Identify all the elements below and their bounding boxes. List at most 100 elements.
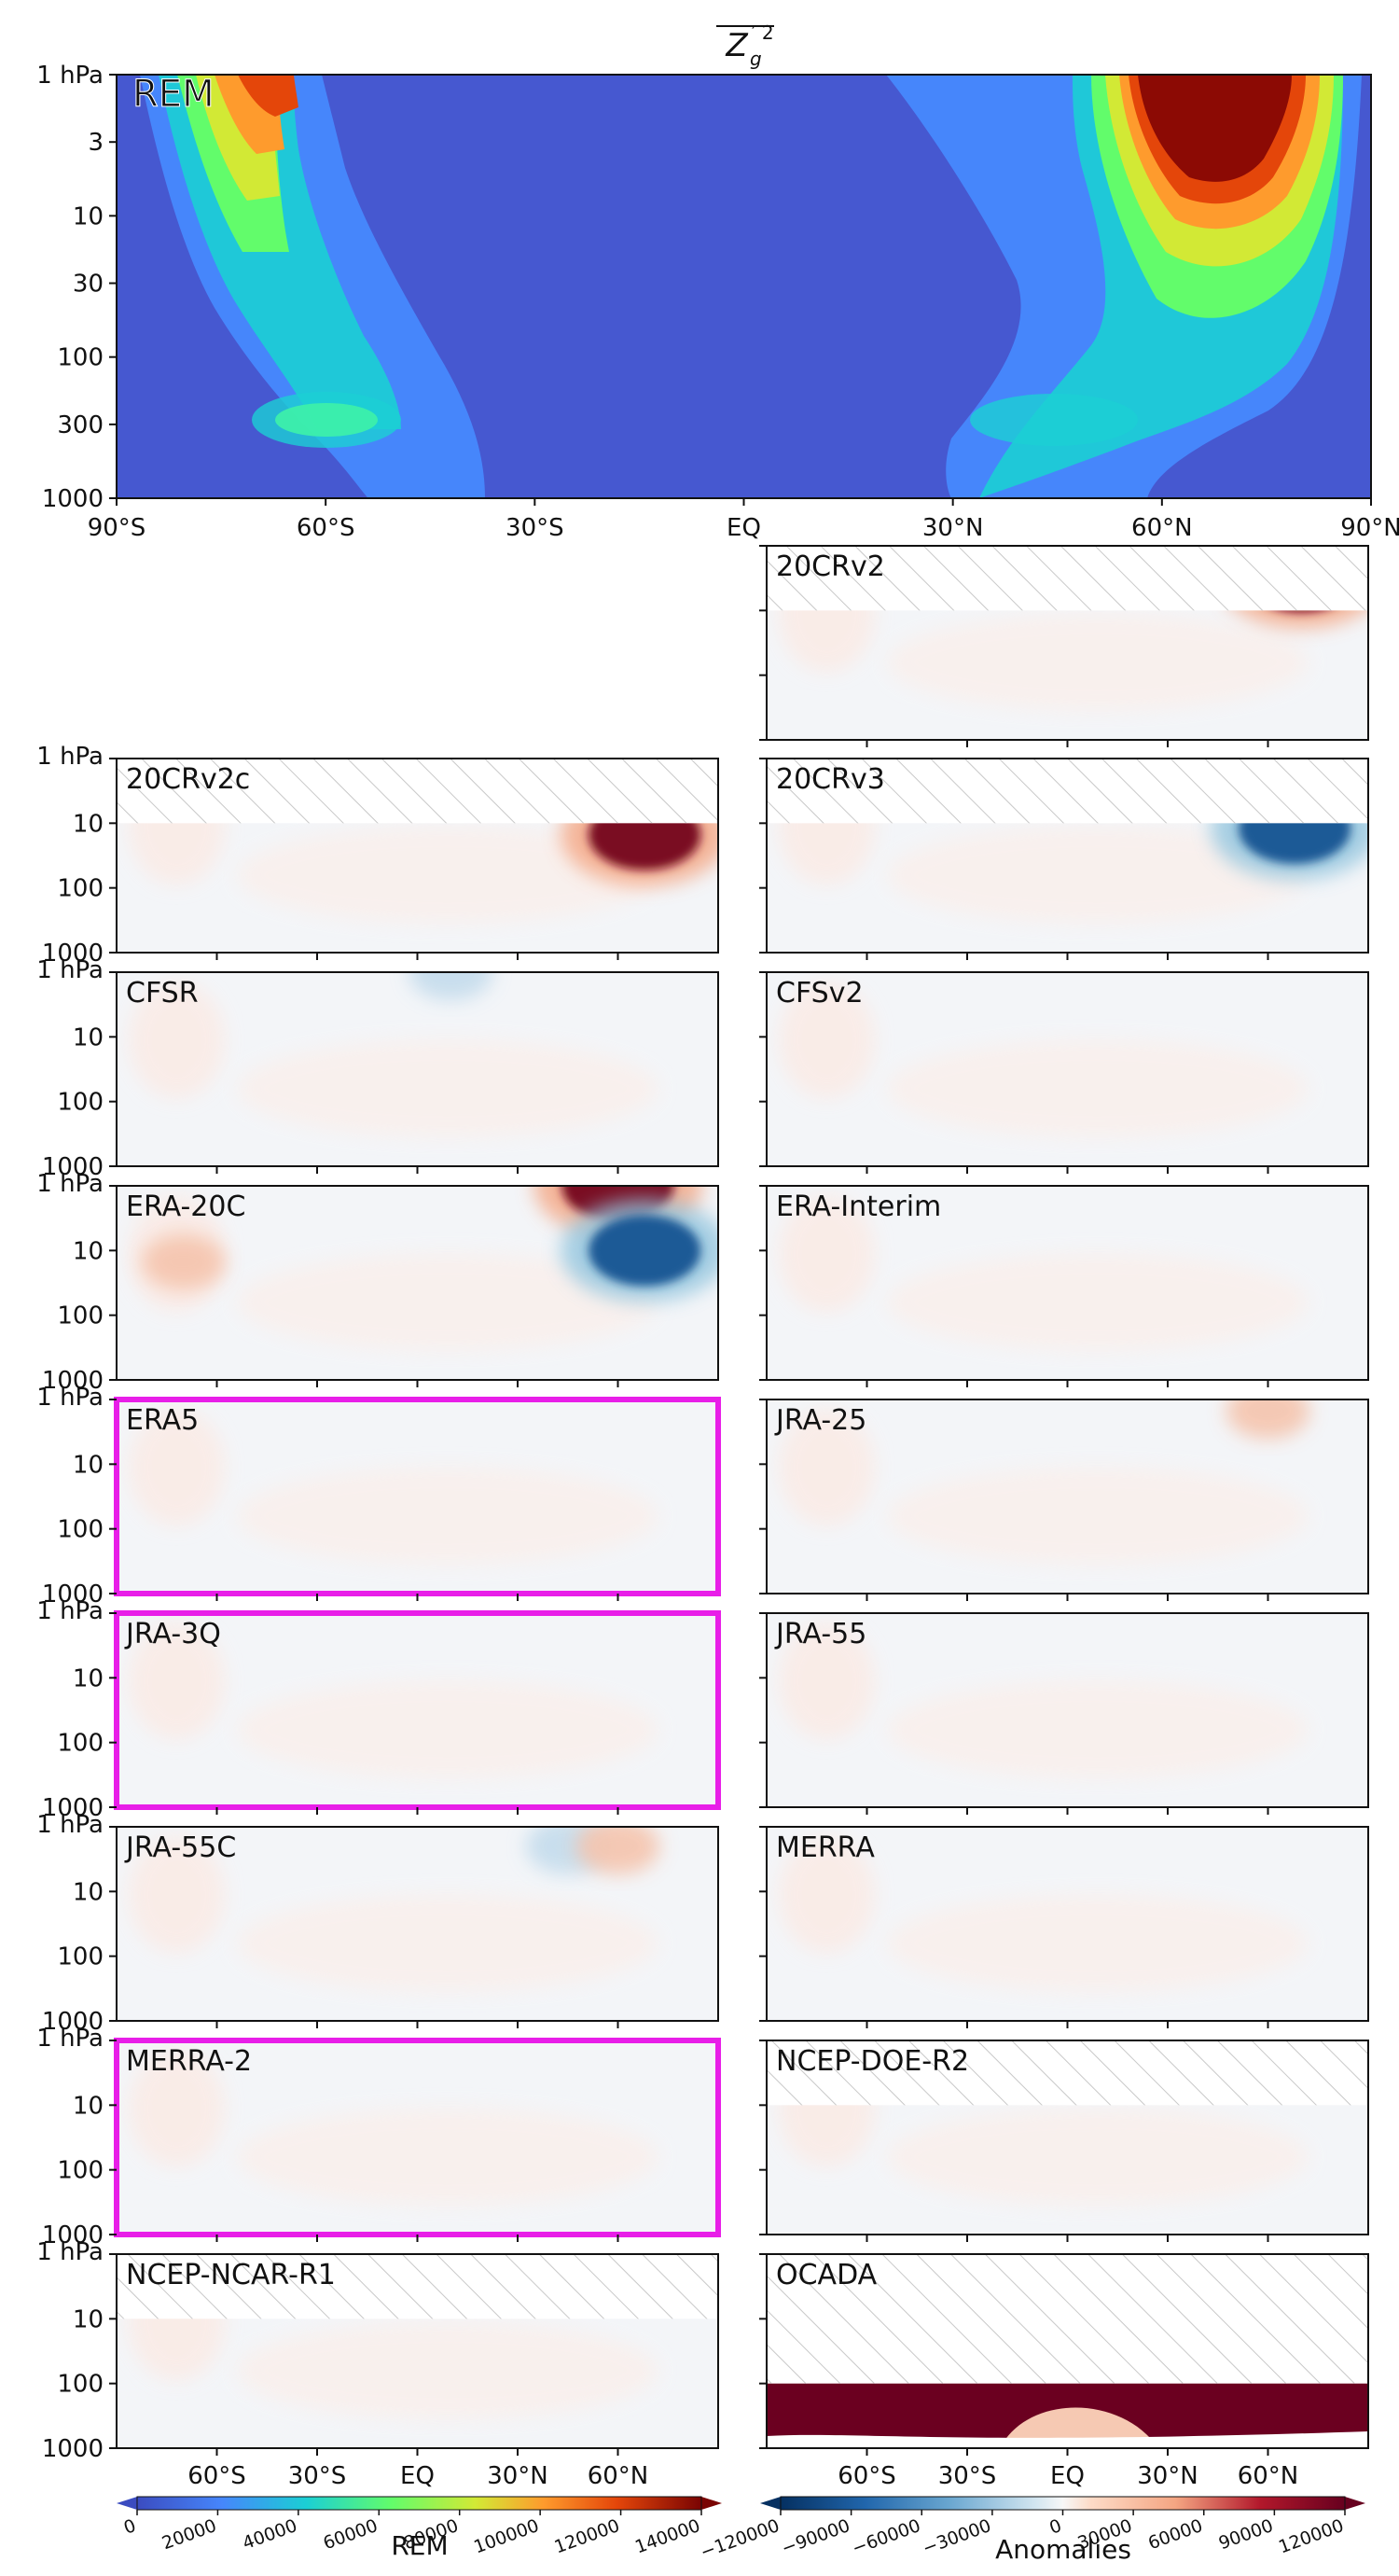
anomaly-panel-era5: ERA5 1 hPa 10 100 1000 xyxy=(36,1384,721,1608)
anomaly-x-tick: EQ xyxy=(400,2462,435,2490)
anomaly-panel-jra-55: JRA-55 xyxy=(759,1612,1369,1815)
colorbar-tick: 20000 xyxy=(159,2515,219,2554)
anomaly-panel-jra-25: JRA-25 xyxy=(759,1399,1369,1601)
rem-y-tick: 3 xyxy=(88,129,104,157)
anomaly-y-tick: 1000 xyxy=(42,1153,104,1181)
anomaly-y-tick: 1 hPa xyxy=(36,743,104,771)
rem-y-tick: 10 xyxy=(73,202,104,230)
anomaly-y-tick: 10 xyxy=(73,2305,104,2333)
anomaly-panel-label: CFSv2 xyxy=(776,977,864,1010)
anomaly-y-tick: 10 xyxy=(73,1023,104,1051)
anomaly-y-tick: 1000 xyxy=(42,940,104,968)
anomaly-panel-label: 20CRv3 xyxy=(776,763,885,796)
anomaly-y-tick: 1 hPa xyxy=(36,2238,104,2266)
anomaly-panel-label: MERRA-2 xyxy=(126,2045,252,2078)
anomaly-x-tick: 60°S xyxy=(187,2462,246,2490)
anomaly-panel-label: 20CRv2 xyxy=(776,550,885,583)
anomaly-y-tick: 100 xyxy=(57,1516,104,1544)
anomaly-x-tick: EQ xyxy=(1050,2462,1085,2490)
anomaly-y-tick: 100 xyxy=(57,1730,104,1758)
anomaly-panel-label: MERRA xyxy=(776,1831,875,1864)
colorbar-tick: −60000 xyxy=(850,2515,923,2559)
anomaly-y-tick: 1000 xyxy=(42,2435,104,2463)
anomaly-x-tick: 30°N xyxy=(1137,2462,1198,2490)
anomaly-panel-cfsr: CFSR 1 hPa 10 100 1000 xyxy=(36,956,719,1181)
anomaly-panel-ncep-doe-r2: NCEP-DOE-R2 xyxy=(759,2040,1369,2242)
anomaly-y-tick: 10 xyxy=(73,1664,104,1692)
anomaly-panel-label: 20CRv2c xyxy=(126,763,250,796)
rem-y-tick: 300 xyxy=(57,411,104,439)
rem-x-tick: 60°S xyxy=(297,514,355,542)
rem-y-tick: 1 hPa xyxy=(36,62,104,90)
anomaly-x-tick: 30°S xyxy=(938,2462,997,2490)
anomaly-panel-label: CFSR xyxy=(126,977,199,1010)
colorbar-tick: 90000 xyxy=(1216,2515,1276,2554)
anomaly-y-tick: 1000 xyxy=(42,2008,104,2036)
anomaly-panel-jra-55c: JRA-55C 1 hPa 10 100 1000 xyxy=(36,1811,719,2036)
main-title: Z xyxy=(725,27,748,64)
anomaly-y-tick: 1 hPa xyxy=(36,1597,104,1625)
anomaly-y-tick: 10 xyxy=(73,1451,104,1479)
colorbar-tick: 40000 xyxy=(240,2515,299,2554)
colorbar-tick: 60000 xyxy=(1145,2515,1205,2554)
anomaly-panel-ocada: OCADA 60°S 30°S EQ 30°N 60°N xyxy=(759,2253,1369,2490)
anomaly-panel-era-20c: ERA-20C 1 hPa 10 100 1000 xyxy=(36,1170,719,1395)
rem-x-tick: 90°N xyxy=(1340,514,1399,542)
anomaly-panel-label: JRA-25 xyxy=(774,1404,866,1437)
rem-x-tick: 60°N xyxy=(1131,514,1193,542)
anomaly-panel-20crv3: 20CRv3 xyxy=(759,758,1369,960)
rem-x-tick: 30°S xyxy=(506,514,564,542)
anomaly-panel-era-interim: ERA-Interim xyxy=(759,1185,1369,1387)
anomaly-panels: 20CRv2 20CRv2c 1 hPa 10 100 1000 20CRv3 CFSR 1 h… xyxy=(36,545,1369,2490)
anomaly-y-tick: 100 xyxy=(57,875,104,903)
anomaly-panel-merra-2: MERRA-2 1 hPa 10 100 1000 xyxy=(36,2025,721,2249)
colorbar-tick: −30000 xyxy=(920,2515,993,2559)
colorbar-tick: 60000 xyxy=(321,2515,381,2554)
anomaly-panel-label: NCEP-DOE-R2 xyxy=(776,2045,969,2078)
anomaly-y-tick: 1 hPa xyxy=(36,1170,104,1198)
anomaly-x-tick: 60°N xyxy=(1238,2462,1299,2490)
anomaly-panel-20crv2: 20CRv2 xyxy=(759,545,1369,747)
anomaly-y-tick: 100 xyxy=(57,1089,104,1117)
anomaly-panel-label: NCEP-NCAR-R1 xyxy=(126,2259,336,2291)
rem-x-tick: EQ xyxy=(727,514,761,542)
anomaly-x-tick: 30°S xyxy=(288,2462,347,2490)
colorbar-tick: 120000 xyxy=(1276,2515,1347,2557)
main-title-sub: g xyxy=(750,48,762,70)
anomaly-y-tick: 10 xyxy=(73,1878,104,1906)
anomaly-panel-ncep-ncar-r1: NCEP-NCAR-R1 1 hPa 10 100 1000 60°S 30°S EQ 30°N… xyxy=(36,2238,719,2490)
rem-y-tick: 100 xyxy=(57,344,104,372)
anomaly-panel-label: JRA-3Q xyxy=(124,1618,221,1650)
rem-panel-label: REM xyxy=(132,73,215,116)
anomaly-y-tick: 10 xyxy=(73,2092,104,2120)
anomaly-y-tick: 1 hPa xyxy=(36,1811,104,1839)
colorbar-tick: 120000 xyxy=(552,2515,623,2557)
anomaly-y-tick: 100 xyxy=(57,1943,104,1971)
anomaly-y-tick: 1 hPa xyxy=(36,1384,104,1412)
anomaly-y-tick: 1000 xyxy=(42,1794,104,1822)
anomaly-panel-label: JRA-55C xyxy=(124,1831,236,1864)
anomaly-y-tick: 10 xyxy=(73,810,104,838)
rem-x-tick: 90°S xyxy=(88,514,146,542)
rem-y-tick: 30 xyxy=(73,271,104,299)
anomaly-x-tick: 60°N xyxy=(588,2462,649,2490)
rem-panel xyxy=(116,74,1372,499)
main-title-sup: ′ 2 xyxy=(752,21,774,44)
anomaly-y-tick: 1000 xyxy=(42,2221,104,2249)
colorbar-tick: 100000 xyxy=(471,2515,542,2557)
anomaly-y-tick: 100 xyxy=(57,2157,104,2185)
anom-colorbar-label: Anomalies xyxy=(995,2534,1131,2565)
anomaly-panel-label: ERA-Interim xyxy=(776,1191,941,1223)
anomaly-panel-20crv2c: 20CRv2c 1 hPa 10 100 1000 xyxy=(36,743,719,968)
anomaly-panel-label: JRA-55 xyxy=(774,1618,866,1650)
anomaly-y-tick: 1 hPa xyxy=(36,2025,104,2053)
anomaly-panel-merra: MERRA xyxy=(759,1826,1369,2028)
anomaly-x-tick: 60°S xyxy=(838,2462,896,2490)
anomaly-y-tick: 100 xyxy=(57,1302,104,1330)
colorbar-tick: 0 xyxy=(121,2515,139,2539)
anomaly-y-tick: 1 hPa xyxy=(36,956,104,984)
colorbar-tick: 140000 xyxy=(632,2515,703,2557)
anomaly-panel-label: OCADA xyxy=(776,2259,878,2291)
rem-colorbar-label: REM xyxy=(391,2530,448,2561)
